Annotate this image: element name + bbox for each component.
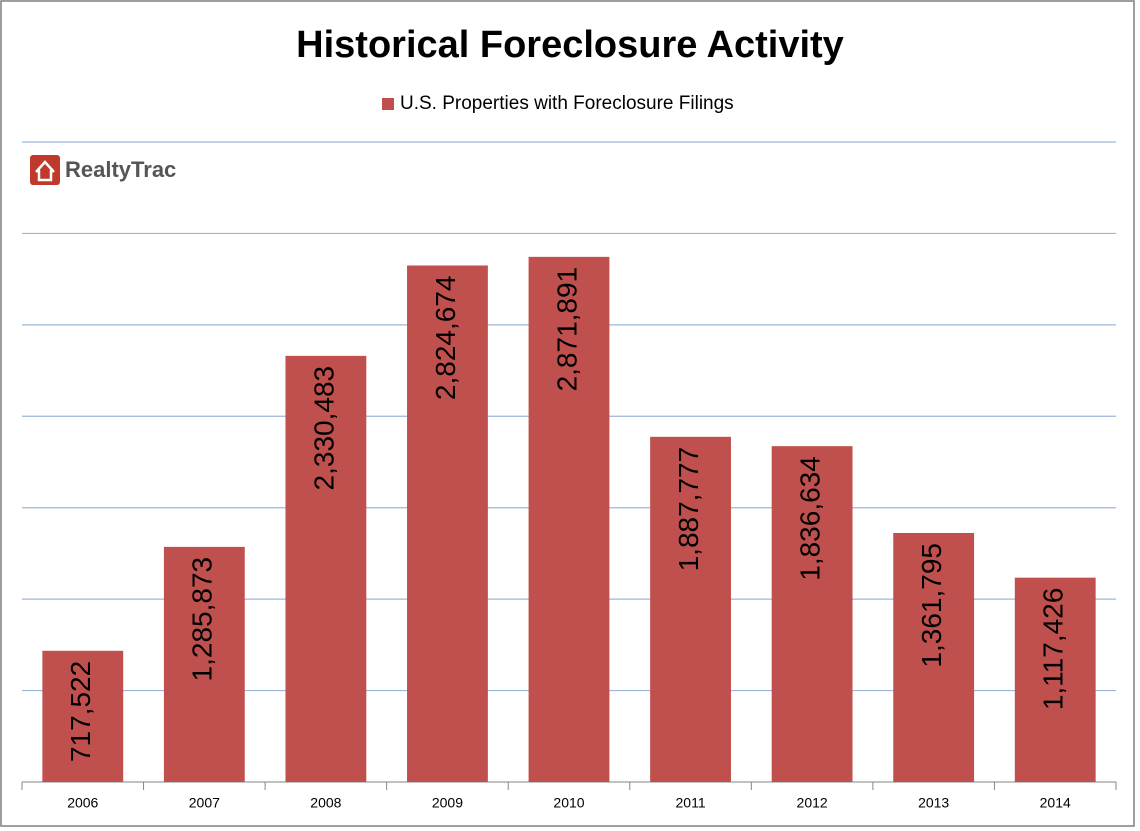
data-label: 1,887,777 [673, 447, 704, 572]
bar [771, 446, 853, 782]
data-label: 2,871,891 [551, 267, 582, 392]
bar [1014, 577, 1096, 782]
data-label: 1,285,873 [187, 557, 218, 682]
x-tick-label: 2013 [918, 795, 949, 811]
chart-title: Historical Foreclosure Activity [296, 24, 844, 66]
x-tick-label: 2012 [797, 795, 828, 811]
data-label: 717,522 [65, 661, 96, 762]
bar [528, 256, 610, 782]
bar [650, 436, 731, 782]
legend-label: U.S. Properties with Foreclosure Filings [400, 93, 734, 114]
bar [407, 265, 488, 783]
bar [163, 546, 245, 782]
bar [42, 650, 124, 782]
data-label: 2,330,483 [308, 366, 339, 491]
x-tick-label: 2014 [1040, 795, 1071, 811]
data-label: 1,117,426 [1038, 588, 1069, 711]
data-label: 2,824,674 [430, 275, 461, 400]
bar [893, 532, 975, 782]
data-label: 1,361,795 [916, 543, 947, 668]
x-tick-label: 2008 [310, 795, 341, 811]
logo-icon [30, 155, 60, 185]
logo-text: RealtyTrac [65, 157, 176, 182]
x-tick-label: 2009 [432, 795, 463, 811]
bar [285, 355, 367, 782]
x-tick-label: 2007 [189, 795, 220, 811]
x-tick-label: 2006 [67, 795, 98, 811]
logo-house [35, 160, 55, 182]
x-tick-label: 2010 [553, 795, 584, 811]
data-label: 1,836,634 [795, 456, 826, 581]
logo: RealtyTrac [30, 155, 176, 185]
legend-swatch [382, 98, 394, 110]
x-tick-label: 2011 [676, 795, 706, 811]
